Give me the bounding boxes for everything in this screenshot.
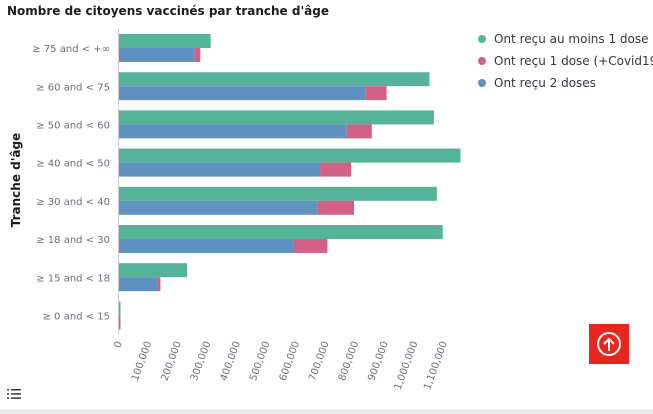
bar-one-dose-covid (157, 277, 161, 292)
x-tick-label: 900,000 (366, 340, 390, 383)
category-label: ≥ 30 and < 40 (36, 197, 110, 208)
bar-at-least-one-dose (119, 72, 430, 87)
x-tick-label: 300,000 (189, 340, 213, 383)
legend-dot (478, 57, 486, 65)
bar-one-dose-covid (365, 86, 387, 101)
bar-at-least-one-dose (119, 34, 211, 48)
bar-at-least-one-dose (119, 301, 121, 316)
x-tick-label: 600,000 (278, 340, 302, 383)
bar-two-doses (119, 48, 195, 62)
category-label: ≥ 40 and < 50 (36, 159, 110, 170)
y-axis-title: Tranche d'âge (9, 133, 23, 228)
category-label: ≥ 0 and < 15 (43, 312, 110, 323)
bar-one-dose-covid (346, 124, 372, 139)
bar-one-dose-covid (194, 48, 201, 62)
bar-two-doses (119, 277, 158, 292)
legend-toggle-button[interactable] (3, 383, 25, 405)
legend-dot (478, 35, 486, 43)
x-tick-label: 200,000 (159, 340, 183, 383)
footer-bar (0, 409, 653, 414)
x-tick-label: 100,000 (130, 340, 154, 383)
category-label: ≥ 75 and < +∞ (32, 44, 110, 55)
x-tick-label: 500,000 (248, 340, 272, 383)
bar-at-least-one-dose (119, 186, 437, 201)
chart-title: Nombre de citoyens vaccinés par tranche … (7, 4, 329, 18)
legend-label: Ont reçu au moins 1 dose (494, 32, 649, 46)
legend-item-at-least-one-dose[interactable]: Ont reçu au moins 1 dose (478, 28, 653, 50)
legend-label: Ont reçu 1 dose (+Covid19) (494, 54, 653, 68)
bar-two-doses (119, 239, 294, 253)
x-tick-label: 400,000 (219, 340, 243, 383)
x-tick-label: 0 (112, 340, 125, 350)
bar-one-dose-covid (320, 162, 352, 177)
x-tick-label: 700,000 (307, 340, 331, 383)
category-label: ≥ 15 and < 18 (36, 273, 110, 284)
legend-dot (478, 79, 486, 87)
bar-two-doses (119, 124, 347, 139)
category-label: ≥ 18 and < 30 (36, 235, 110, 246)
bar-one-dose-covid (317, 200, 355, 215)
legend-label: Ont reçu 2 doses (494, 76, 596, 90)
x-tick-label: 1,100,000 (422, 340, 450, 392)
scroll-to-top-button[interactable] (589, 324, 629, 364)
category-label: ≥ 50 and < 60 (36, 121, 110, 132)
bar-at-least-one-dose (119, 148, 461, 163)
bar-two-doses (119, 162, 321, 177)
bar-at-least-one-dose (119, 263, 187, 278)
bar-at-least-one-dose (119, 110, 434, 125)
x-tick-label: 1,000,000 (393, 340, 421, 392)
category-label: ≥ 60 and < 75 (36, 82, 110, 93)
x-tick-label: 800,000 (337, 340, 361, 383)
list-icon (7, 389, 21, 399)
bar-at-least-one-dose (119, 225, 443, 239)
bar-two-doses (119, 86, 366, 101)
bar-one-dose-covid (119, 315, 121, 330)
legend-item-one-dose-covid[interactable]: Ont reçu 1 dose (+Covid19) (478, 50, 653, 72)
legend: Ont reçu au moins 1 dose Ont reçu 1 dose… (478, 28, 653, 94)
bar-one-dose-covid (293, 239, 328, 253)
bar-two-doses (119, 200, 318, 215)
legend-item-two-doses[interactable]: Ont reçu 2 doses (478, 72, 653, 94)
arrow-up-circle-icon (597, 332, 621, 356)
